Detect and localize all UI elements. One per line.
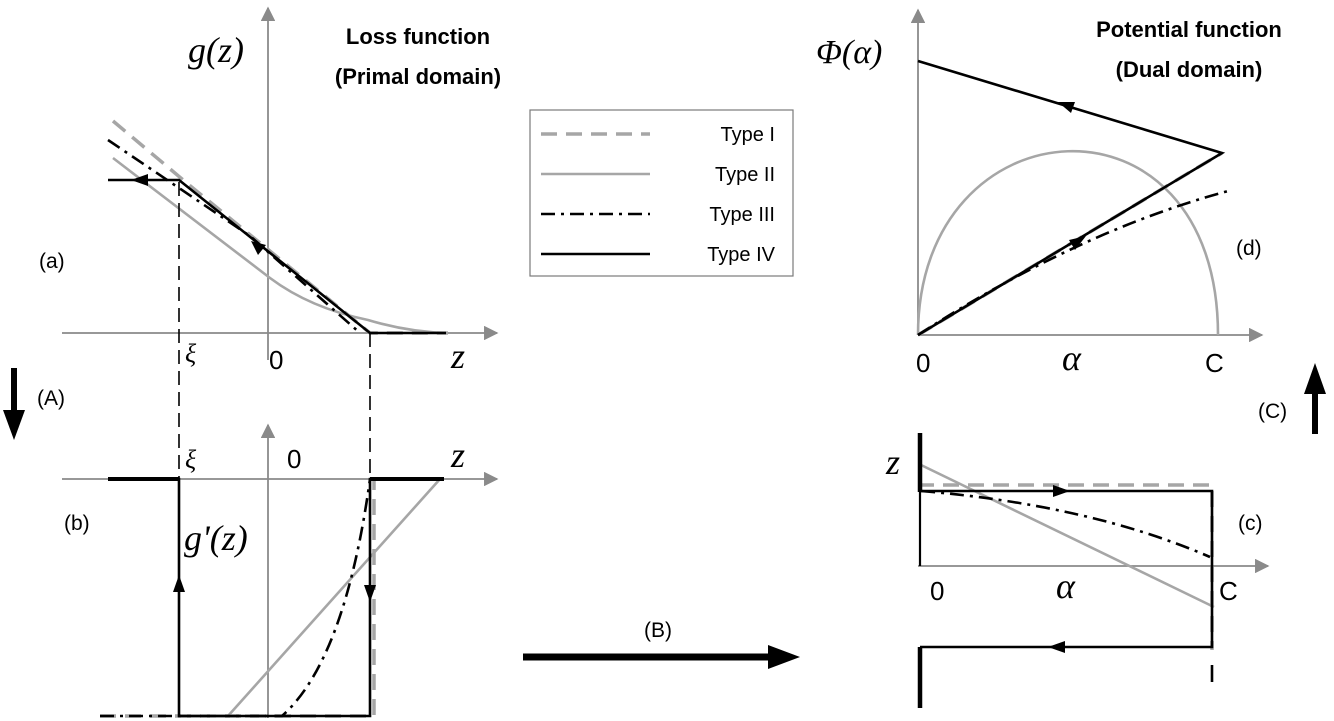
b-type-4-arrow-down xyxy=(364,585,376,602)
panel-label-b: (b) xyxy=(64,512,90,535)
b-type-4-curve xyxy=(108,477,444,718)
c-type-4-arrow-left xyxy=(1048,641,1065,653)
b-zero-label: 0 xyxy=(287,444,301,474)
panel-a-loss-function xyxy=(62,6,499,360)
potential-title-line2: (Dual domain) xyxy=(1116,57,1263,82)
arrow-B-right xyxy=(523,645,800,669)
d-type-2-curve xyxy=(916,149,1220,336)
c-C-label: C xyxy=(1219,576,1238,606)
panel-label-d: (d) xyxy=(1236,237,1262,260)
loss-title-line1: Loss function xyxy=(346,24,490,49)
a-z-label: z xyxy=(450,336,465,376)
c-z-label: z xyxy=(885,442,900,482)
g-of-z-label: g(z) xyxy=(188,30,244,70)
panel-label-a: (a) xyxy=(39,250,65,273)
b-z-label: z xyxy=(450,435,465,475)
b-type-3-curve xyxy=(100,478,372,718)
a-type-3-curve xyxy=(107,138,361,334)
c-zero-label: 0 xyxy=(930,576,944,606)
a-type-4-arrow-left xyxy=(131,174,148,186)
d-alpha-label: α xyxy=(1062,338,1082,378)
potential-title-line1: Potential function xyxy=(1096,17,1282,42)
panel-c xyxy=(917,433,1270,708)
b-type-4-arrow-up xyxy=(173,575,185,592)
c-alpha-label: α xyxy=(1056,566,1076,606)
b-xi-label: ξ xyxy=(185,445,197,474)
d-type-4-curve xyxy=(917,59,1226,337)
d-zero-label: 0 xyxy=(916,348,930,378)
c-type-4-arrow-right xyxy=(1053,485,1070,497)
panel-label-c: (c) xyxy=(1238,512,1263,535)
d-type-4-arrow-forward xyxy=(1069,236,1086,250)
arrow-A-down xyxy=(3,368,25,440)
a-type-2-curve xyxy=(112,156,449,335)
panel-d-potential-function xyxy=(910,8,1264,343)
d-type-4-arrow-back xyxy=(1058,102,1075,113)
c-type-2-curve xyxy=(920,463,1215,609)
a-type-1-curve xyxy=(111,119,448,335)
transition-label-A: (A) xyxy=(37,387,65,410)
a-type-4-arrow-up xyxy=(251,241,266,255)
a-xi-label: ξ xyxy=(185,339,197,368)
b-type-2-curve xyxy=(227,478,441,717)
c-type-3-curve xyxy=(920,489,1211,559)
legend-label-type-1: Type I xyxy=(721,124,775,146)
legend-label-type-2: Type II xyxy=(715,164,775,186)
transition-label-B: (B) xyxy=(644,619,672,642)
d-C-label: C xyxy=(1205,348,1224,378)
g-prime-of-z-label: g'(z) xyxy=(184,518,248,558)
legend-label-type-4: Type IV xyxy=(707,244,775,266)
transition-label-C: (C) xyxy=(1258,400,1287,423)
phi-of-alpha-label: Φ(α) xyxy=(816,34,882,71)
legend-label-type-3: Type III xyxy=(709,204,775,226)
arrow-C-up xyxy=(1304,363,1326,434)
a-zero-label: 0 xyxy=(269,345,283,375)
legend: Type I Type II Type III Type IV xyxy=(529,109,794,277)
legend-box xyxy=(529,109,794,277)
loss-title-line2: (Primal domain) xyxy=(335,64,501,89)
panel-b-derivative xyxy=(62,423,499,718)
b-type-1-curve xyxy=(100,477,444,718)
